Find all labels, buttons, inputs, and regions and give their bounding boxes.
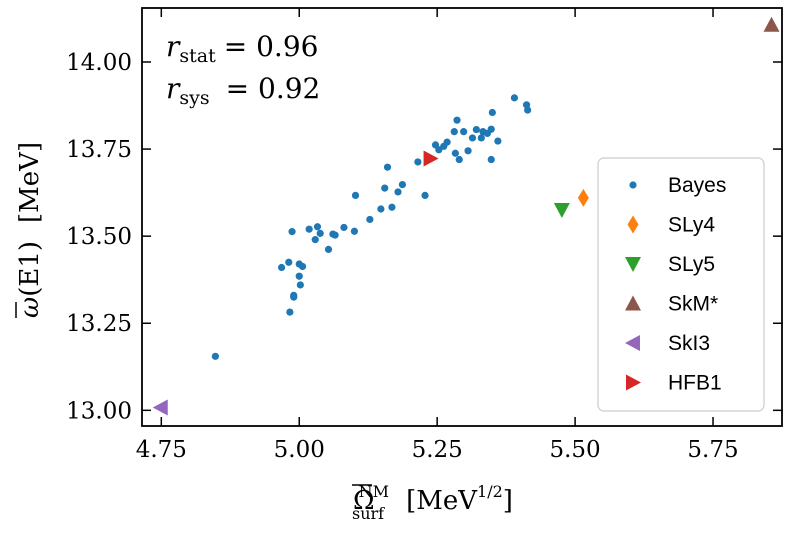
bayes-point xyxy=(324,245,333,253)
bayes-point xyxy=(487,155,495,164)
bayes-point xyxy=(298,262,307,271)
x-axis-sup: NM xyxy=(359,482,389,501)
legend-label-skm: SkM* xyxy=(668,293,718,316)
bayes-point xyxy=(290,293,298,301)
ski3-point xyxy=(152,399,168,416)
bayes-point xyxy=(211,352,219,360)
bayes-point xyxy=(451,149,459,157)
bayes-point xyxy=(331,231,339,239)
bayes-point xyxy=(414,158,422,166)
bayes-point xyxy=(488,108,496,117)
bayes-point xyxy=(277,263,286,272)
r-sys-label: rsys = 0.92 xyxy=(166,72,320,109)
r-stat-label: rstat = 0.96 xyxy=(166,30,318,67)
bayes-point xyxy=(388,203,396,211)
bayes-point xyxy=(443,138,451,146)
bayes-point xyxy=(311,236,319,244)
hfb1-point xyxy=(423,150,439,167)
bayes-point xyxy=(316,229,324,237)
correlation-annotation: rstat = 0.96 rsys = 0.92 xyxy=(166,30,320,109)
axis-ticks: 4.75 5.00 5.25 5.50 5.75 13.00 13.25 13.50 13.75… xyxy=(66,8,782,463)
svg-text:ω(E1)[MeV]: ω(E1) [MeV] xyxy=(15,142,45,318)
legend-marker-skm xyxy=(625,295,641,311)
bayes-point xyxy=(288,228,296,236)
bayes-point xyxy=(494,137,502,145)
y-tick-label: 14.00 xyxy=(66,50,132,76)
x-axis-label: ΩNM surf [MeV1/2] xyxy=(352,482,513,523)
bayes-point xyxy=(350,227,359,235)
x-axis-symbol: Ω xyxy=(353,486,375,516)
sly4-point xyxy=(577,188,589,207)
y-axis-label: ω(E1) [MeV] xyxy=(15,142,45,318)
bayes-point xyxy=(464,147,472,155)
bayes-point xyxy=(472,125,480,134)
x-axis-unit-close: ] xyxy=(503,486,513,516)
x-tick-label: 5.75 xyxy=(687,437,738,463)
y-tick-label: 13.50 xyxy=(66,224,132,250)
bayes-point xyxy=(366,215,374,224)
bayes-point xyxy=(455,155,463,164)
legend-label-bayes: Bayes xyxy=(668,174,726,197)
legend-label-sly4: SLy4 xyxy=(668,214,715,237)
bayes-point xyxy=(295,272,303,280)
x-axis-unit-open: [MeV xyxy=(406,486,478,516)
x-tick-label: 4.75 xyxy=(136,437,187,463)
skm-point xyxy=(763,16,780,32)
bayes-point xyxy=(286,308,294,316)
y-axis-symbol: ω xyxy=(15,297,45,318)
legend-marker-ski3 xyxy=(625,335,640,351)
bayes-point xyxy=(421,191,429,200)
legend: Bayes SLy4 SLy5 SkM* SkI3 HFB1 xyxy=(597,157,765,412)
x-tick-label: 5.50 xyxy=(549,437,600,463)
legend-marker-bayes xyxy=(629,181,637,189)
x-tick-label: 5.25 xyxy=(412,437,463,463)
y-tick-label: 13.25 xyxy=(66,311,132,337)
bayes-point xyxy=(453,116,461,124)
y-axis-arg: (E1) xyxy=(15,241,45,297)
legend-marker-sly5 xyxy=(625,257,641,272)
bayes-point xyxy=(487,125,495,133)
y-tick-label: 13.00 xyxy=(66,398,132,424)
bayes-point xyxy=(313,223,322,231)
bayes-point xyxy=(285,258,293,266)
bayes-point xyxy=(381,184,389,192)
legend-label-ski3: SkI3 xyxy=(668,332,710,355)
legend-marker-sly4 xyxy=(627,215,639,234)
x-tick-label: 5.00 xyxy=(274,437,325,463)
bayes-point xyxy=(394,188,402,196)
bayes-point xyxy=(296,281,304,289)
sly5-point xyxy=(553,203,570,219)
bayes-point xyxy=(340,223,348,232)
legend-label-hfb1: HFB1 xyxy=(668,372,722,395)
bayes-point xyxy=(305,225,313,233)
bayes-point xyxy=(510,94,519,102)
bayes-point xyxy=(377,205,385,213)
bayes-point xyxy=(460,128,468,136)
x-axis-sub: surf xyxy=(352,504,385,523)
x-axis-unit-sup: 1/2 xyxy=(477,482,503,501)
y-axis-unit: [MeV] xyxy=(15,142,45,223)
y-tick-label: 13.75 xyxy=(66,137,132,163)
legend-label-sly5: SLy5 xyxy=(668,253,715,276)
bayes-point xyxy=(383,163,392,171)
data-marks xyxy=(152,16,780,416)
plot-frame xyxy=(141,7,783,427)
bayes-point xyxy=(468,134,477,142)
bayes-point xyxy=(398,181,407,189)
bayes-point xyxy=(351,191,360,200)
bayes-point xyxy=(450,128,458,136)
bayes-point xyxy=(477,134,485,142)
bayes-point xyxy=(524,106,532,114)
legend-marker-hfb1 xyxy=(626,374,641,391)
